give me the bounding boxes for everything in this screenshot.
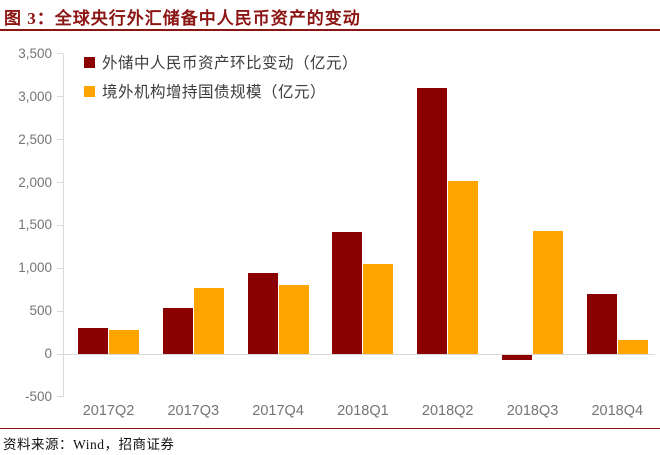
legend-item-series1: 外储中人民币资产环比变动（亿元） <box>84 51 358 73</box>
y-tick-mark <box>57 267 63 269</box>
legend-label-series2: 境外机构增持国债规模（亿元） <box>102 84 327 101</box>
series1-swatch-icon <box>84 56 95 68</box>
x-tick-label: 2018Q2 <box>421 403 474 419</box>
y-tick-mark <box>57 139 63 141</box>
y-tick-mark <box>57 53 63 55</box>
bar-series1-2018Q1 <box>332 232 363 354</box>
bar-series1-2017Q3 <box>162 308 193 354</box>
x-tick-label: 2018Q1 <box>337 403 389 419</box>
y-tick-label: 3,500 <box>18 45 52 61</box>
y-tick-label: 1,000 <box>18 260 52 276</box>
footer-divider <box>0 428 660 429</box>
title-divider <box>0 29 660 31</box>
source-note: 资料来源：Wind，招商证券 <box>3 437 175 452</box>
bar-series2-2017Q3 <box>193 288 224 354</box>
bar-series1-2017Q4 <box>247 273 278 354</box>
y-tick-label: -500 <box>24 388 52 404</box>
x-tick-label: 2018Q4 <box>591 403 644 419</box>
x-tick-label: 2017Q4 <box>252 403 304 419</box>
legend-item-series2: 境外机构增持国债规模（亿元） <box>84 80 358 102</box>
y-tick-mark <box>57 310 63 312</box>
y-tick-mark <box>57 353 63 355</box>
y-tick-label: 500 <box>29 303 52 319</box>
bar-series2-2018Q3 <box>533 231 563 354</box>
bar-series2-2018Q2 <box>448 181 479 354</box>
bar-series1-2018Q3 <box>502 355 532 360</box>
y-tick-label: 3,000 <box>18 88 52 104</box>
y-tick-label: 2,000 <box>18 174 52 190</box>
bar-series1-2017Q2 <box>78 328 108 354</box>
x-axis-baseline <box>63 354 655 355</box>
y-tick-mark <box>57 224 63 226</box>
figure-title: 图 3：全球央行外汇储备中人民币资产的变动 <box>4 9 361 28</box>
legend: 外储中人民币资产环比变动（亿元） 境外机构增持国债规模（亿元） <box>84 51 358 109</box>
bar-series2-2017Q4 <box>278 285 309 354</box>
x-tick-label: 2017Q2 <box>82 403 135 419</box>
y-tick-mark <box>57 96 63 98</box>
bar-series1-2018Q4 <box>586 294 617 354</box>
legend-label-series1: 外储中人民币资产环比变动（亿元） <box>102 55 359 72</box>
bar-series2-2018Q1 <box>363 264 394 354</box>
y-tick-mark <box>57 182 63 183</box>
x-tick-label: 2017Q3 <box>167 403 220 419</box>
bar-series2-2017Q2 <box>109 330 139 354</box>
series2-swatch-icon <box>84 85 95 97</box>
y-tick-mark <box>57 396 63 398</box>
y-axis-line <box>63 53 64 397</box>
y-tick-label: 0 <box>44 346 52 361</box>
x-tick-label: 2018Q3 <box>506 403 559 419</box>
y-tick-label: 2,500 <box>18 131 52 147</box>
y-tick-label: 1,500 <box>18 217 52 233</box>
bar-series1-2018Q2 <box>417 88 448 354</box>
bar-series2-2018Q4 <box>617 340 648 354</box>
